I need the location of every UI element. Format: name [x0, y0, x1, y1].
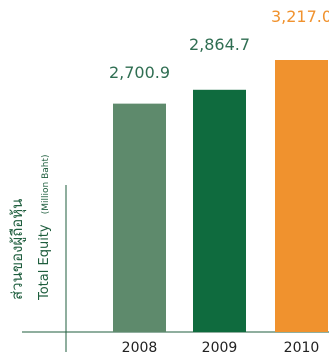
value-label-2008: 2,700.9	[109, 63, 170, 82]
bar-2010	[275, 60, 328, 332]
y-axis-title: Total Equity	[37, 224, 52, 301]
bar-2008	[113, 103, 166, 332]
x-tick-label-2010: 2010	[284, 340, 320, 354]
y-axis-unit: (Million Baht)	[41, 154, 51, 214]
value-label-2010: 3,217.0	[271, 7, 329, 26]
x-tick-label-2008: 2008	[122, 340, 158, 354]
bars-group	[113, 60, 328, 332]
x-tick-labels-group: 2008 2009 2010	[122, 340, 320, 354]
y-axis-label: Total Equity (Million Baht)	[37, 154, 52, 301]
bar-2009	[193, 89, 246, 332]
value-labels-group: 2,700.9 2,864.7 3,217.0	[109, 7, 329, 82]
y-axis-label-thai: ส่วนของผู้ถือหุ้น	[8, 199, 27, 300]
value-label-2009: 2,864.7	[189, 35, 250, 54]
x-tick-label-2009: 2009	[202, 340, 238, 354]
